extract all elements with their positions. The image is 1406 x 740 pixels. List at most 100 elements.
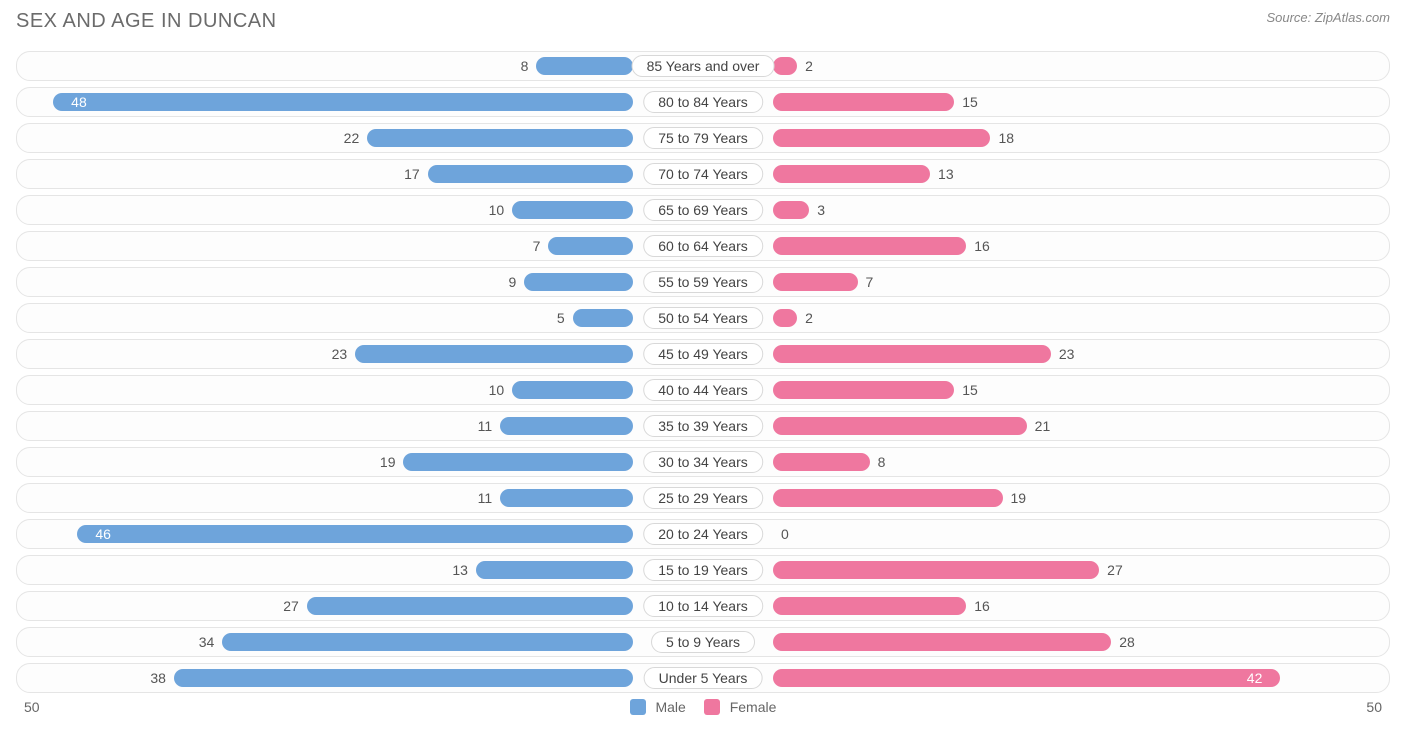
male-half: 27 (17, 592, 703, 620)
age-category-label: 50 to 54 Years (643, 307, 763, 329)
age-category-label: 25 to 29 Years (643, 487, 763, 509)
female-value: 13 (930, 166, 962, 182)
chart-title: SEX AND AGE IN DUNCAN (16, 10, 277, 33)
female-half: 23 (703, 340, 1389, 368)
female-value: 28 (1111, 634, 1143, 650)
age-category-label: 75 to 79 Years (643, 127, 763, 149)
female-value: 2 (797, 310, 821, 326)
female-bar (773, 633, 1111, 651)
male-bar (367, 129, 633, 147)
male-half: 7 (17, 232, 703, 260)
male-bar (476, 561, 633, 579)
axis-right-max: 50 (1366, 699, 1382, 715)
female-value: 3 (809, 202, 833, 218)
female-bar (773, 381, 954, 399)
female-half: 3 (703, 196, 1389, 224)
male-bar (222, 633, 633, 651)
male-bar (512, 201, 633, 219)
female-value: 0 (773, 526, 797, 542)
male-swatch-icon (630, 699, 646, 715)
male-bar: 46 (77, 525, 633, 543)
male-half: 10 (17, 196, 703, 224)
male-bar (524, 273, 633, 291)
female-bar (773, 129, 990, 147)
age-category-label: 70 to 74 Years (643, 163, 763, 185)
age-category-label: 10 to 14 Years (643, 595, 763, 617)
age-category-label: 45 to 49 Years (643, 343, 763, 365)
female-bar (773, 345, 1051, 363)
female-half: 18 (703, 124, 1389, 152)
male-bar (307, 597, 633, 615)
pyramid-row: 11 2135 to 39 Years (16, 411, 1390, 441)
male-bar (174, 669, 633, 687)
male-half: 23 (17, 340, 703, 368)
male-half: 46 (17, 520, 703, 548)
male-value: 34 (191, 634, 223, 650)
age-category-label: 40 to 44 Years (643, 379, 763, 401)
male-value: 7 (525, 238, 549, 254)
female-half: 19 (703, 484, 1389, 512)
female-half: 15 (703, 88, 1389, 116)
pyramid-row: 8285 Years and over (16, 51, 1390, 81)
pyramid-row: 34 28 5 to 9 Years (16, 627, 1390, 657)
male-half: 11 (17, 484, 703, 512)
pyramid-row: 9 7 55 to 59 Years (16, 267, 1390, 297)
female-bar (773, 453, 870, 471)
male-bar (573, 309, 633, 327)
chart-source: Source: ZipAtlas.com (1266, 10, 1390, 25)
age-category-label: Under 5 Years (644, 667, 763, 689)
pyramid-row: 38 42 Under 5 Years (16, 663, 1390, 693)
female-half: 21 (703, 412, 1389, 440)
age-category-label: 60 to 64 Years (643, 235, 763, 257)
pyramid-row: 132715 to 19 Years (16, 555, 1390, 585)
pyramid-row: 17 13 70 to 74 Years (16, 159, 1390, 189)
male-half: 38 (17, 664, 703, 692)
male-value: 8 (513, 58, 537, 74)
pyramid-row: 19830 to 34 Years (16, 447, 1390, 477)
male-half: 11 (17, 412, 703, 440)
pyramid-row: 232345 to 49 Years (16, 339, 1390, 369)
legend-female: Female (704, 699, 777, 715)
age-category-label: 65 to 69 Years (643, 199, 763, 221)
female-bar (773, 597, 966, 615)
pyramid-row: 221875 to 79 Years (16, 123, 1390, 153)
pyramid-row: 101540 to 44 Years (16, 375, 1390, 405)
female-value: 7 (858, 274, 882, 290)
age-category-label: 5 to 9 Years (651, 631, 755, 653)
female-bar (773, 165, 930, 183)
female-value: 42 (1239, 670, 1271, 686)
male-value: 23 (324, 346, 356, 362)
female-half: 13 (703, 160, 1389, 188)
male-value: 11 (470, 418, 501, 434)
male-bar (500, 417, 633, 435)
female-value: 2 (797, 58, 821, 74)
male-half: 34 (17, 628, 703, 656)
pyramid-row: 46020 to 24 Years (16, 519, 1390, 549)
female-value: 27 (1099, 562, 1131, 578)
male-half: 10 (17, 376, 703, 404)
female-value: 8 (870, 454, 894, 470)
female-value: 16 (966, 598, 998, 614)
axis-row: 50 Male Female 50 (16, 699, 1390, 715)
male-half: 19 (17, 448, 703, 476)
male-value: 27 (275, 598, 307, 614)
age-category-label: 55 to 59 Years (643, 271, 763, 293)
male-value: 10 (481, 382, 513, 398)
legend-female-label: Female (730, 699, 777, 715)
male-value: 19 (372, 454, 404, 470)
male-bar (428, 165, 633, 183)
female-half: 42 (703, 664, 1389, 692)
female-half: 7 (703, 268, 1389, 296)
female-bar (773, 489, 1003, 507)
female-half: 8 (703, 448, 1389, 476)
male-value: 11 (470, 490, 501, 506)
male-bar (512, 381, 633, 399)
pyramid-row: 27 16 10 to 14 Years (16, 591, 1390, 621)
female-bar (773, 561, 1099, 579)
male-half: 9 (17, 268, 703, 296)
age-category-label: 35 to 39 Years (643, 415, 763, 437)
male-half: 17 (17, 160, 703, 188)
male-value: 13 (444, 562, 476, 578)
male-bar (355, 345, 633, 363)
male-value: 48 (63, 94, 95, 110)
